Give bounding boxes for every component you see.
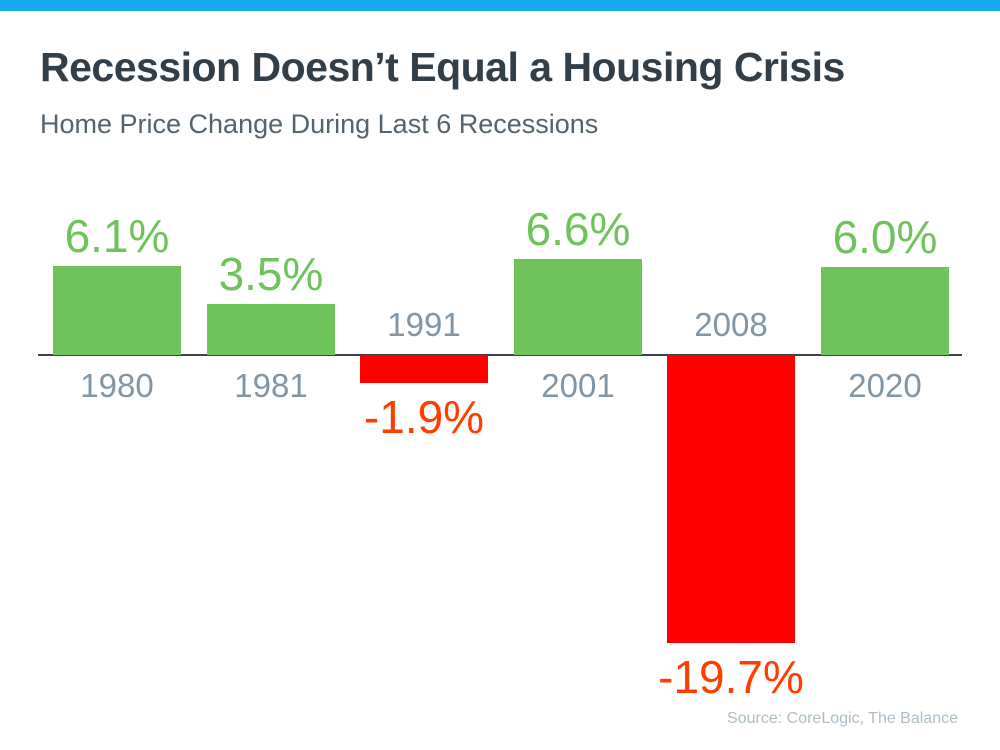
bar-value-label-1991: -1.9% [363, 391, 485, 443]
x-axis-line [38, 354, 962, 356]
bar-year-label-2020: 2020 [848, 367, 922, 404]
bar-year-label-2001: 2001 [541, 367, 615, 404]
bar-year-label-1980: 1980 [80, 367, 154, 404]
bar-value-label-2001: 6.6% [525, 203, 631, 255]
bar-year-label-2008: 2008 [694, 306, 768, 343]
bar-year-label-1991: 1991 [387, 306, 461, 343]
bar-2020 [821, 267, 949, 355]
source-credit: Source: CoreLogic, The Balance [727, 710, 958, 727]
bar-value-label-2008: -19.7% [658, 651, 804, 703]
page-subtitle: Home Price Change During Last 6 Recessio… [40, 109, 599, 139]
bar-value-label-2020: 6.0% [832, 211, 938, 263]
bar-2001 [514, 259, 642, 355]
bar-value-label-1981: 3.5% [218, 248, 324, 300]
bar-1980 [53, 266, 181, 355]
bar-1991 [360, 355, 488, 383]
bar-2008 [667, 355, 795, 643]
top-accent-bar [0, 0, 1000, 11]
page-title: Recession Doesn’t Equal a Housing Crisis [40, 44, 845, 90]
bar-1981 [207, 304, 335, 355]
bar-year-label-1981: 1981 [234, 367, 308, 404]
bar-value-label-1980: 6.1% [64, 210, 170, 262]
